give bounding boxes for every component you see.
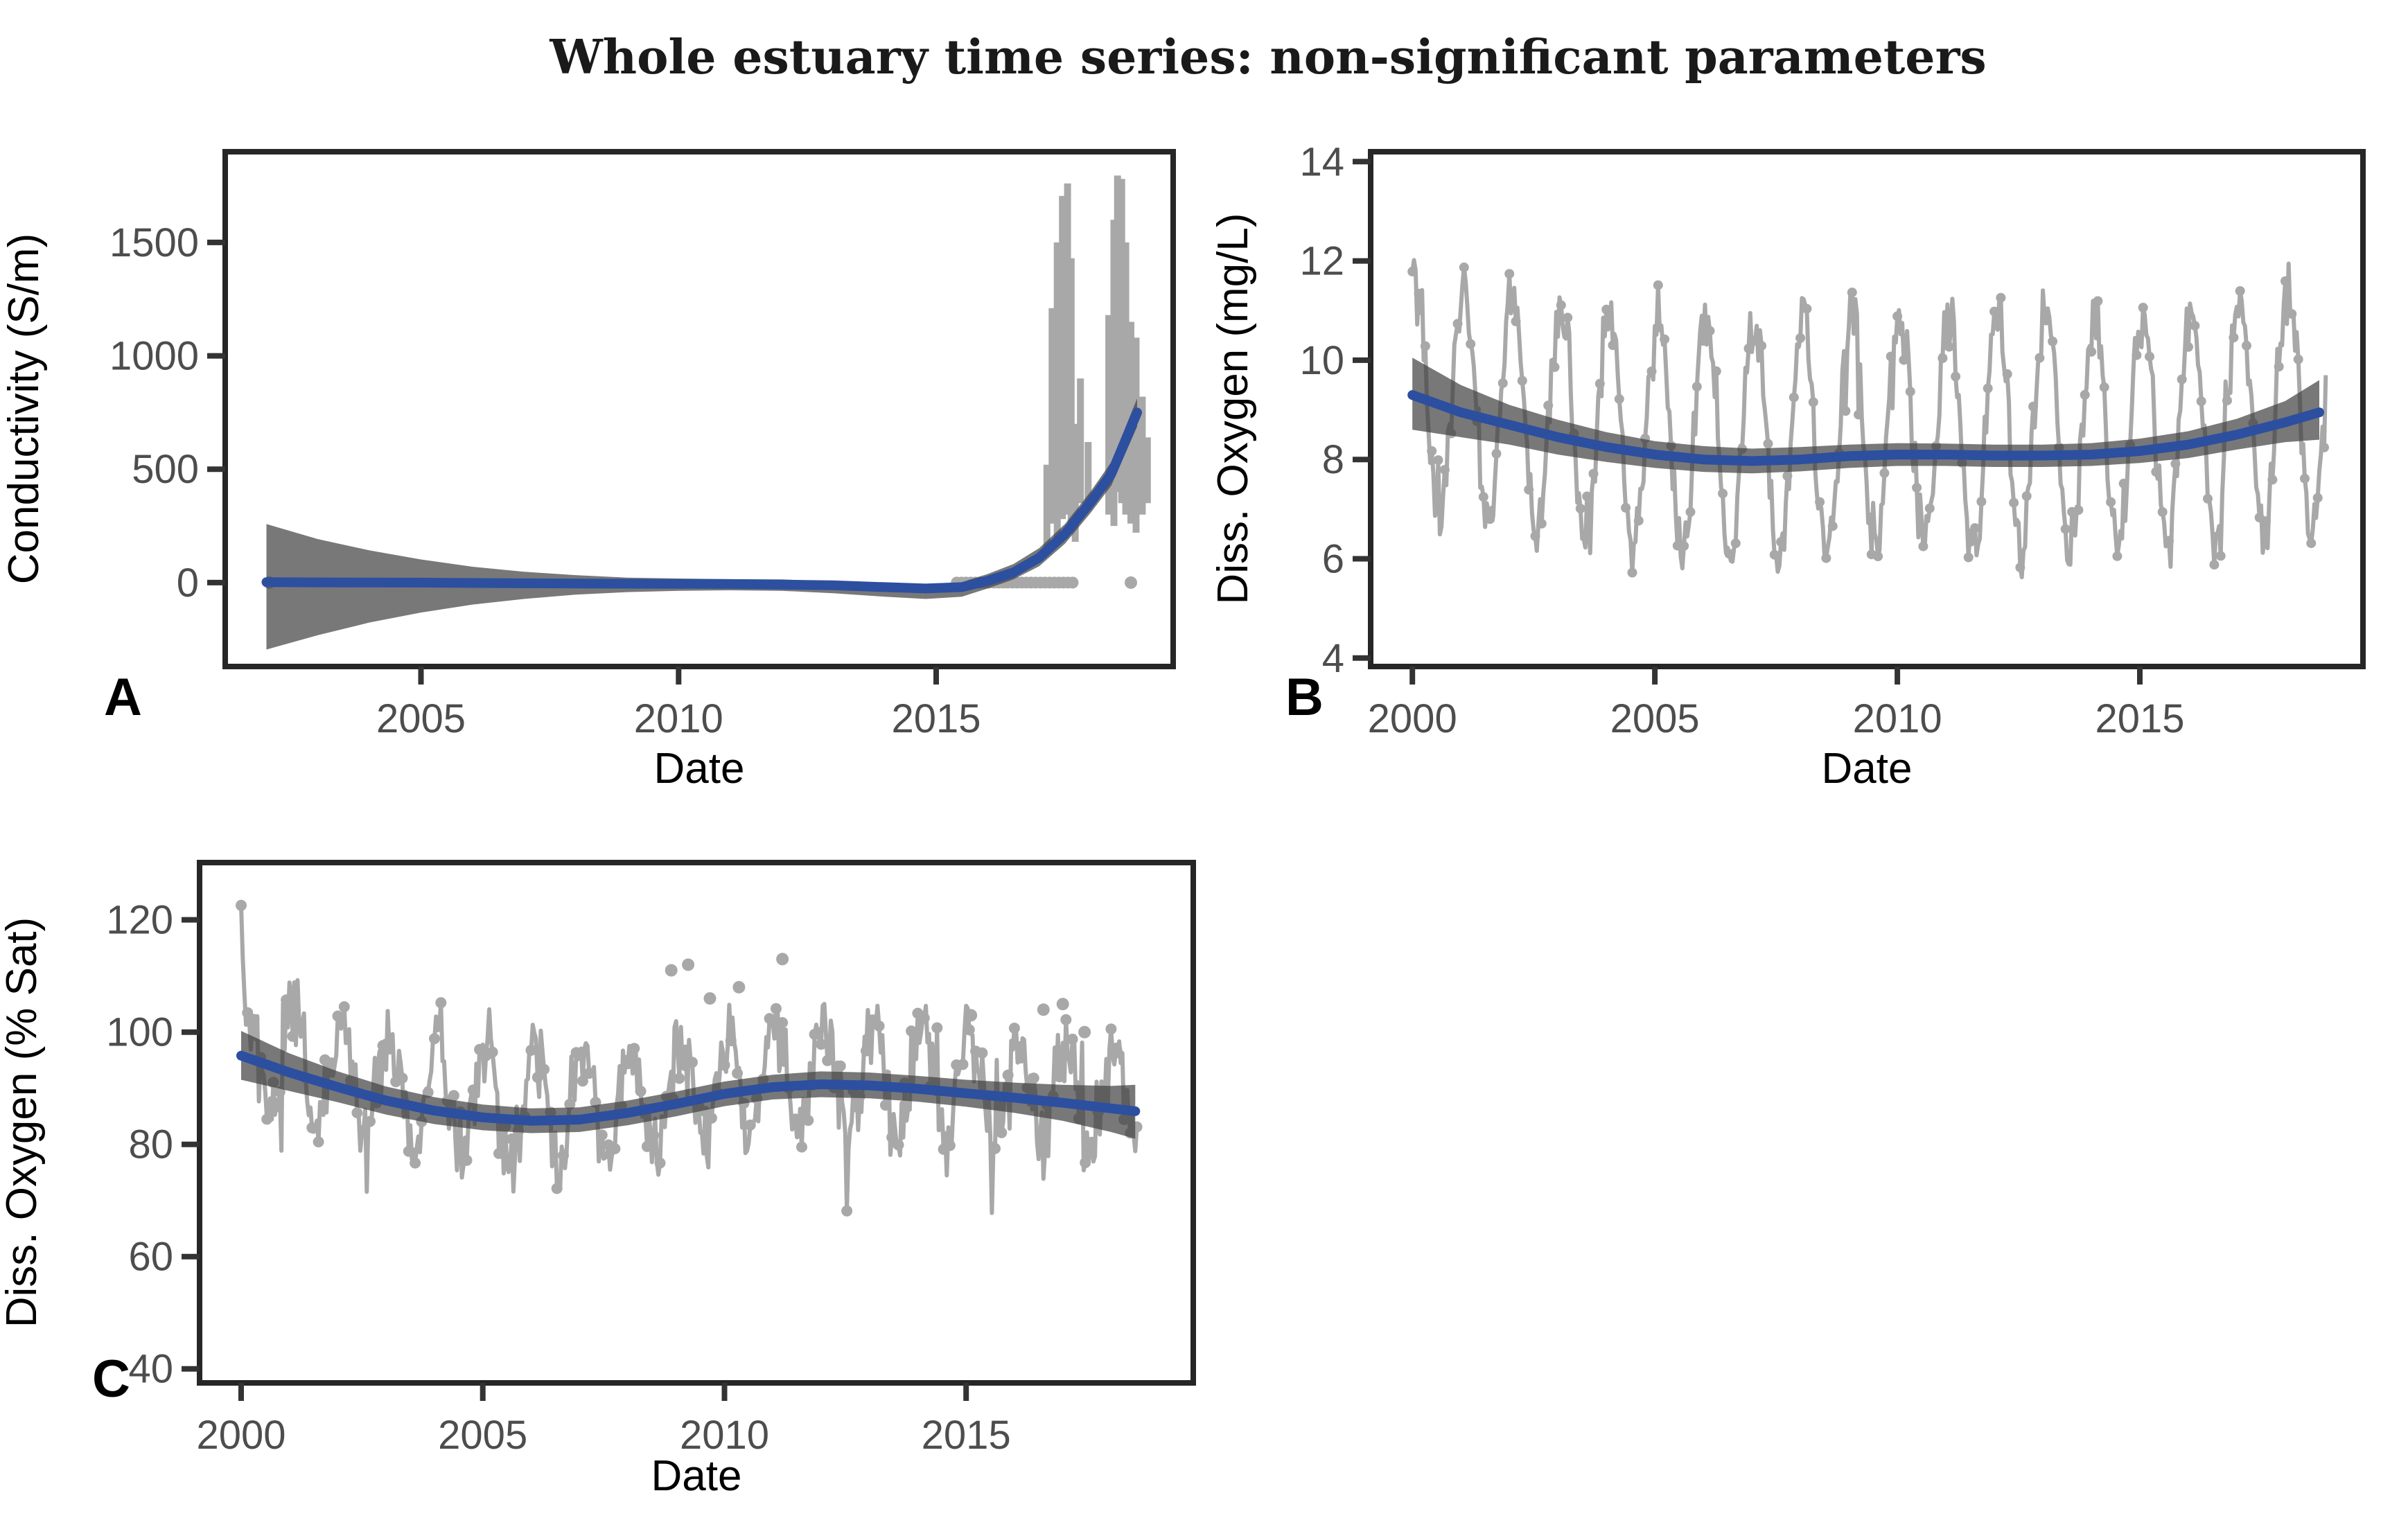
y-tick-label: 80 (128, 1122, 173, 1167)
x-tick-label: 2000 (1368, 696, 1457, 741)
confidence-band (1412, 358, 2319, 474)
panel-a-y-axis-title: Conductivity (S/m) (0, 233, 48, 584)
panel-b: 2000 2005 2010 2015 4 6 8 10 12 14 (1299, 139, 2366, 741)
confidence-band (266, 398, 1137, 650)
panel-a: 2005 2010 2015 0 500 1000 1500 (109, 149, 1176, 741)
x-tick-label: 2015 (922, 1413, 1011, 1458)
y-tick-label: 12 (1299, 239, 1344, 284)
axis-ticks: 2000 2005 2010 2015 4 6 8 10 12 14 (1299, 139, 2184, 741)
axis-ticks: 2005 2010 2015 0 500 1000 1500 (109, 220, 981, 741)
y-tick-label: 120 (106, 898, 173, 943)
y-tick-label: 500 (132, 447, 199, 492)
x-tick-label: 2015 (2095, 696, 2184, 741)
trend-line (236, 1050, 1141, 1126)
x-tick-label: 2015 (891, 696, 981, 741)
x-tick-label: 2010 (680, 1413, 769, 1458)
x-tick-label: 2010 (1853, 696, 1942, 741)
raw-data-series (236, 899, 1143, 1217)
y-tick-label: 0 (177, 561, 199, 606)
panels-layer: 2005 2010 2015 0 500 1000 1500 2000 2005 2010 2015… (106, 139, 2366, 1458)
axis-ticks: 2000 2005 2010 2015 40 60 80 100 120 (106, 898, 1010, 1458)
x-tick-label: 2000 (196, 1413, 285, 1458)
raw-data-series (263, 175, 1151, 589)
panel-a-letter: A (104, 668, 142, 727)
raw-data-series (1407, 258, 2329, 580)
trend-line (1407, 390, 2324, 466)
panel-c-x-axis-title: Date (651, 1452, 742, 1500)
y-tick-label: 8 (1322, 437, 1344, 482)
x-tick-label: 2010 (634, 696, 723, 741)
panel-a-x-axis-title: Date (654, 745, 745, 793)
x-tick-label: 2005 (376, 696, 466, 741)
panel-c-y-axis-title: Diss. Oxygen (% Sat) (0, 917, 46, 1328)
y-tick-label: 6 (1322, 537, 1344, 582)
panel-border (197, 860, 1196, 1386)
panel-border (1368, 149, 2366, 669)
panel-b-letter: B (1285, 668, 1324, 727)
panel-c: 2000 2005 2010 2015 40 60 80 100 120 (106, 860, 1196, 1458)
y-tick-label: 40 (128, 1347, 173, 1392)
y-tick-label: 1500 (109, 220, 199, 265)
figure-title: Whole estuary time series: non-significa… (549, 30, 1986, 85)
x-tick-label: 2005 (438, 1413, 527, 1458)
panel-b-y-axis-title: Diss. Oxygen (mg/L) (1209, 213, 1257, 604)
y-tick-label: 60 (128, 1235, 173, 1280)
y-tick-label: 4 (1322, 636, 1344, 681)
panel-c-letter: C (92, 1350, 130, 1409)
trend-line (261, 407, 1142, 594)
panel-b-x-axis-title: Date (1822, 745, 1913, 793)
y-tick-label: 10 (1299, 338, 1344, 383)
y-tick-label: 100 (106, 1010, 173, 1055)
y-tick-label: 14 (1299, 139, 1344, 184)
x-tick-label: 2005 (1610, 696, 1700, 741)
y-tick-label: 1000 (109, 334, 199, 379)
panel-border (222, 149, 1176, 669)
